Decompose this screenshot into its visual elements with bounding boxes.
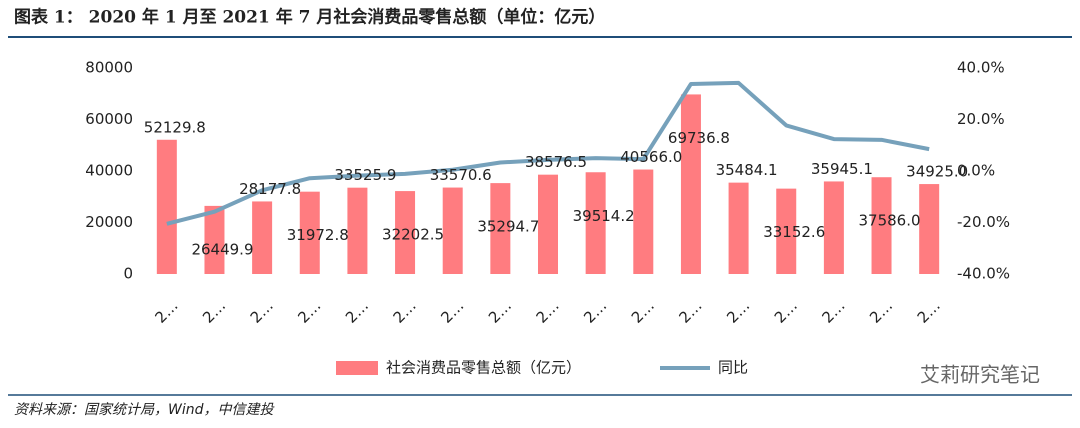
x-tick-label: 2… [533, 297, 563, 327]
bar [347, 187, 368, 274]
x-tick-label: 2… [485, 297, 515, 327]
y-tick-label: 40000 [85, 162, 133, 180]
x-tick-label: 2… [580, 297, 610, 327]
bar [680, 94, 701, 275]
data-label: 52129.8 [144, 118, 206, 136]
y-tick-label: 20000 [85, 213, 133, 231]
data-label: 35484.1 [716, 161, 778, 179]
bar [585, 172, 606, 274]
bar [538, 174, 558, 274]
y-tick-label: 80000 [85, 59, 133, 77]
bar [490, 183, 511, 274]
bar [299, 191, 320, 274]
line [166, 80, 930, 226]
x-tick-label: 2… [151, 297, 181, 327]
y-tick-label: 0 [123, 265, 133, 283]
watermark: 艾莉研究笔记 [920, 363, 1040, 387]
data-label: 38576.5 [525, 153, 587, 171]
legend-label: 社会消费品零售总额（亿元） [386, 359, 581, 377]
bar [871, 177, 892, 274]
x-tick-label: 2… [914, 297, 944, 327]
data-label: 40566.0 [620, 148, 682, 166]
x-tick-label: 2… [771, 297, 801, 327]
data-label: 33570.6 [430, 166, 492, 184]
x-tick-label: 2… [199, 297, 229, 327]
bar [919, 184, 940, 274]
data-label: 39514.2 [573, 207, 635, 225]
x-tick-label: 2… [390, 297, 420, 327]
bar [156, 139, 177, 274]
data-label: 33152.6 [763, 223, 825, 241]
x-tick-label: 2… [247, 297, 277, 327]
bar [823, 181, 844, 274]
bar [204, 205, 225, 274]
data-label: 33525.9 [334, 166, 396, 184]
data-label: 32202.5 [382, 226, 444, 244]
y2-tick-label: 20.0% [957, 110, 1005, 128]
data-label: 31972.8 [287, 226, 349, 244]
x-tick-label: 2… [437, 297, 467, 327]
x-tick-label: 2… [294, 297, 324, 327]
x-tick-label: 2… [342, 297, 372, 327]
y2-tick-label: -40.0% [957, 265, 1010, 283]
y2-tick-label: -20.0% [957, 213, 1010, 231]
data-label: 69736.8 [668, 129, 730, 147]
bar [442, 187, 463, 274]
data-label: 34925.0 [906, 163, 968, 181]
bar [395, 191, 416, 274]
data-label: 37586.0 [859, 212, 921, 230]
y2-tick-label: 40.0% [957, 59, 1005, 77]
x-tick-label: 2… [866, 297, 896, 327]
x-tick-label: 2… [628, 297, 658, 327]
bar [776, 188, 797, 274]
data-label: 35945.1 [811, 160, 873, 178]
data-label: 28177.8 [239, 180, 301, 198]
y-tick-label: 60000 [85, 110, 133, 128]
x-tick-label: 2… [723, 297, 753, 327]
bar [633, 169, 654, 274]
bar [252, 201, 273, 274]
data-label: 35294.7 [477, 218, 539, 236]
legend-label: 同比 [718, 359, 748, 377]
x-tick-label: 2… [676, 297, 706, 327]
x-tick-label: 2… [818, 297, 848, 327]
chart-title: 图表 1： 2020 年 1 月至 2021 年 7 月社会消费品零售总额（单位… [14, 7, 605, 28]
source: 资料来源：国家统计局，Wind，中信建投 [14, 402, 275, 418]
bar [728, 182, 749, 274]
y2-tick-label: 0.0% [957, 162, 995, 180]
data-label: 26449.9 [191, 240, 253, 258]
legend-swatch [336, 361, 378, 375]
